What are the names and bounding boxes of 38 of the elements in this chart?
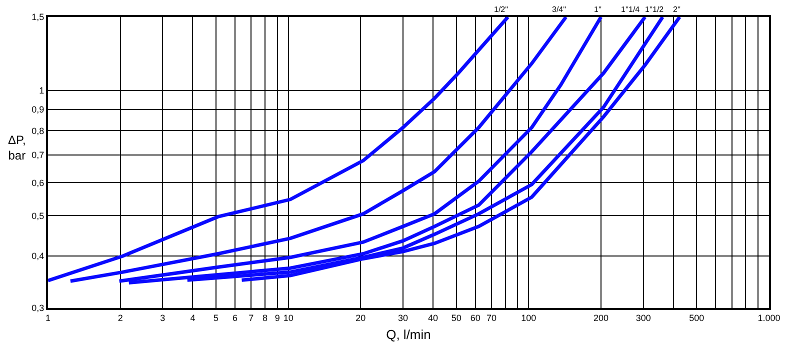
x-tick-label: 60	[470, 312, 480, 323]
series-label: 1''1/2	[645, 5, 664, 14]
y-tick-label: 0,5	[32, 210, 44, 221]
x-tick-label: 2	[118, 312, 123, 323]
x-tick-label: 5	[213, 312, 218, 323]
x-tick-label: 40	[428, 312, 438, 323]
x-tick-label: 300	[636, 312, 651, 323]
series-label: 2''	[673, 5, 681, 14]
x-tick-label: 1.000	[758, 312, 780, 323]
x-tick-label: 200	[593, 312, 609, 323]
y-axis-title: ΔP, bar	[8, 133, 26, 163]
x-tick-label: 30	[398, 312, 408, 323]
x-tick-label: 8	[262, 312, 268, 323]
y-tick-label: 0,3	[32, 303, 44, 314]
x-tick-label: 50	[451, 312, 462, 323]
y-tick-label: 0,6	[32, 178, 44, 188]
y-tick-label: 0,8	[32, 126, 44, 136]
x-tick-label: 4	[190, 312, 196, 323]
x-tick-label: 500	[689, 312, 704, 323]
x-tick-label: 20	[356, 312, 366, 323]
y-tick-label: 1,5	[32, 12, 44, 22]
x-tick-label: 9	[274, 312, 280, 323]
series-label: 3/4''	[552, 5, 567, 14]
y-tick-label: 0,4	[32, 251, 44, 262]
x-tick-label: 6	[232, 312, 238, 323]
y-tick-label: 0,7	[32, 150, 44, 160]
series-label: 1''1/4	[621, 5, 640, 14]
series-label: 1/2''	[494, 5, 509, 14]
x-tick-label: 100	[521, 312, 536, 323]
y-tick-label: 1	[39, 85, 44, 96]
series-label: 1''	[594, 5, 602, 14]
x-tick-label: 70	[486, 312, 496, 323]
x-tick-label: 7	[248, 312, 254, 323]
x-tick-label: 1	[45, 312, 51, 323]
y-tick-label: 0,9	[32, 104, 44, 115]
x-tick-label: 10	[283, 312, 294, 323]
x-tick-label: 3	[160, 312, 166, 323]
x-axis-title: Q, l/min	[386, 326, 431, 342]
